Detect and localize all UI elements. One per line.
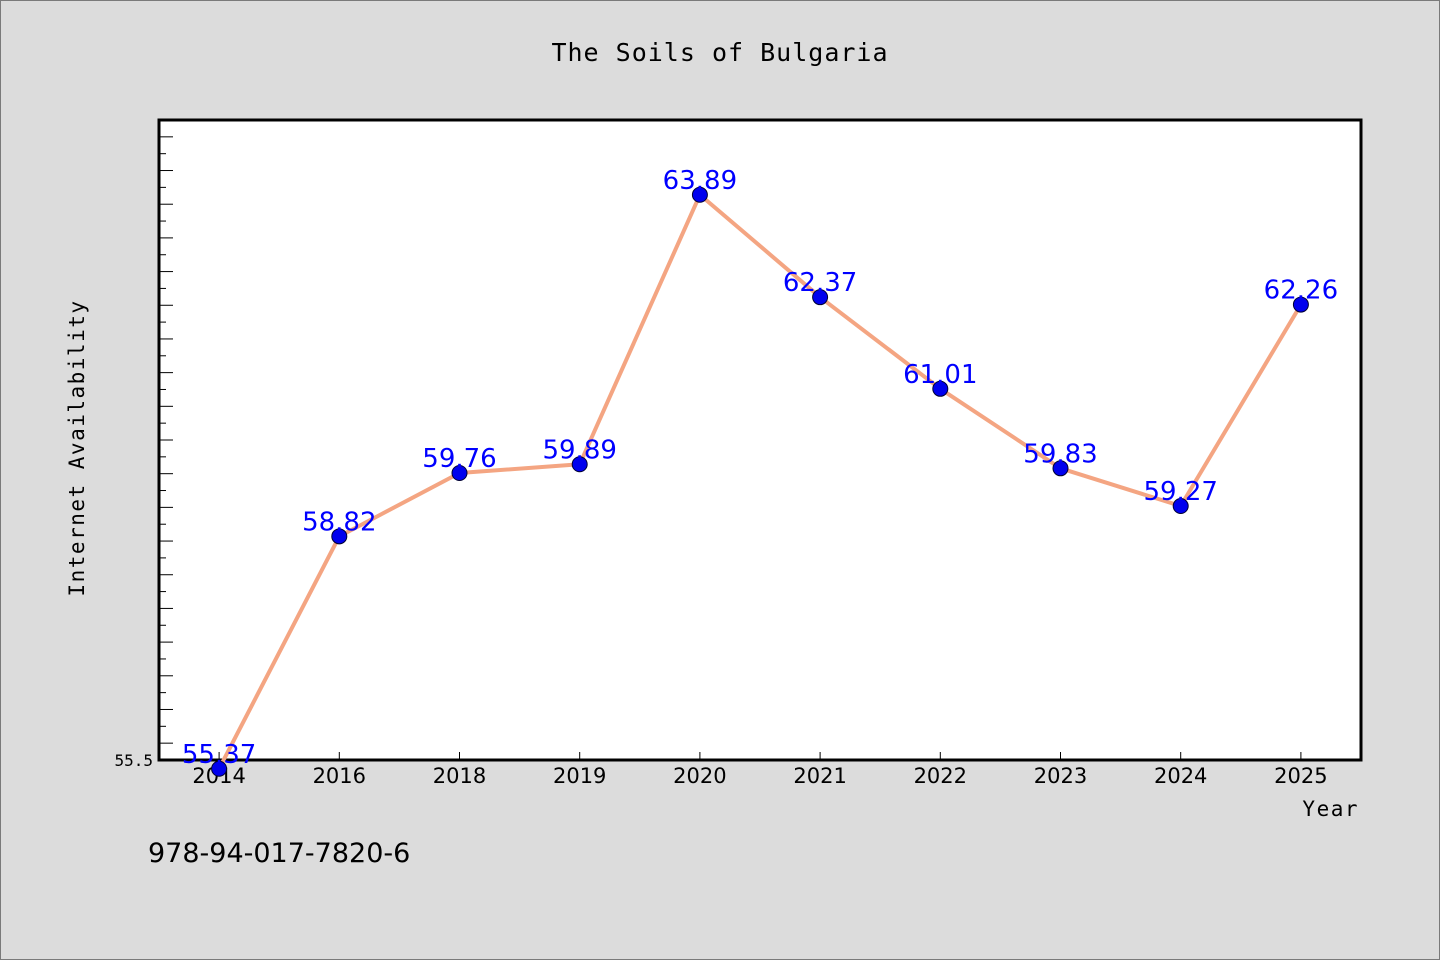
data-point [932,380,949,397]
x-tick-label: 2018 [433,764,486,788]
series-layer: 55.37 58.82 59.76 59.89 63.89 62.37 61.01 59.83… [182,166,1338,777]
data-label: 63.89 [663,166,737,196]
data-point [571,456,588,473]
data-point [451,465,468,482]
data-point [1172,498,1189,515]
x-tick-label: 2023 [1034,764,1087,788]
data-label: 55.37 [182,740,256,770]
chart-title: The Soils of Bulgaria [551,38,888,67]
series-line [217,192,1303,770]
plot-area [157,118,1363,762]
x-tick-label: 2022 [914,764,967,788]
x-tick-label: 2016 [313,764,366,788]
footer-isbn: 978-94-017-7820-6 [148,838,410,869]
data-point [812,289,829,306]
x-tick-label: 2021 [793,764,846,788]
data-point [691,186,708,203]
data-label: 62.26 [1264,276,1338,306]
data-label: 59.76 [422,444,496,474]
x-axis-ticks: 2014201620182019202020212022202320242025 [192,752,1328,788]
x-tick-label: 2024 [1154,764,1207,788]
data-label: 59.27 [1143,477,1217,507]
x-tick-label: 2025 [1274,764,1327,788]
data-point [331,528,348,545]
data-point [1052,460,1069,477]
data-label: 61.01 [903,360,977,390]
y-axis-ticks [159,119,173,761]
data-label: 58.82 [302,507,376,537]
data-label: 62.37 [783,268,857,298]
data-label: 59.89 [542,435,616,465]
y-axis-label: Internet Availability [65,299,89,596]
x-tick-label: 2019 [553,764,606,788]
y-tick-label: 55.5 [114,751,153,770]
data-label: 59.83 [1023,439,1097,469]
data-point [1292,296,1309,313]
x-tick-label: 2020 [673,764,726,788]
x-axis-label: Year [1302,797,1359,821]
data-point [211,760,228,777]
